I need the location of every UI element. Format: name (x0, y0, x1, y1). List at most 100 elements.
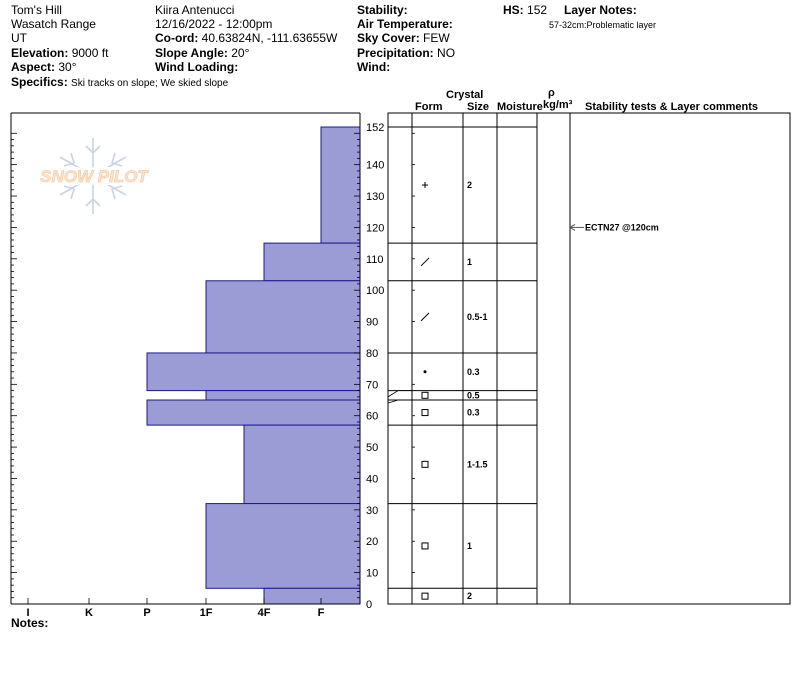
y-tick-label: 140 (366, 160, 384, 172)
coord-value: 40.63824N, -111.63655W (201, 31, 338, 45)
layer-connector (387, 399, 412, 404)
aspect-value: 30° (58, 60, 77, 74)
wind-loading-label: Wind Loading: (155, 60, 239, 74)
hardness-bar-0 (320, 126, 361, 244)
dot-icon-circle (423, 370, 427, 374)
size-header: Size (467, 101, 490, 113)
layer-size-label: 2 (467, 180, 472, 190)
layer-connector (387, 390, 412, 398)
wind-label: Wind: (357, 60, 391, 74)
air-temp-row: Air Temperature: (357, 17, 453, 31)
y-tick-label: 130 (366, 191, 384, 203)
y-tick-label: 0 (366, 599, 372, 611)
slash-icon-line (420, 257, 430, 267)
stability-tests: ECTN27 @120cm (569, 222, 659, 232)
square-icon (421, 542, 429, 550)
square-icon-rect (421, 391, 429, 399)
stability-label: Stability: (357, 3, 408, 17)
elevation-value: 9000 ft (71, 46, 109, 60)
aspect-label: Aspect: (11, 60, 56, 74)
snowpilot-logo: SNOW PILOT (33, 138, 154, 214)
layer-table: 2 1 0.5-1 0.3 0.5 0.3 1-1.5 1 2 (387, 112, 791, 605)
square-icon (421, 592, 429, 600)
hardness-bar-1 (263, 242, 361, 282)
table-border (387, 112, 791, 605)
layer-size-label: 0.3 (467, 408, 480, 418)
hardness-bar-2 (205, 280, 361, 354)
y-tick-label: 30 (366, 505, 378, 517)
hardness-bar-6 (243, 424, 361, 505)
coord-label: Co-ord: (155, 31, 199, 45)
depth-axis: 0 10 20 30 40 50 60 70 80 90 100 110 120 130 140 152 (11, 122, 384, 611)
density-unit-header: kg/m³ (543, 99, 573, 111)
slash-icon (420, 257, 430, 267)
square-icon (421, 391, 429, 399)
logo-text: SNOW PILOT (40, 167, 149, 186)
elevation-row: Elevation: 9000 ft (11, 46, 108, 60)
x-tick-label: 4F (258, 607, 271, 619)
notes-label: Notes: (11, 616, 49, 630)
x-tick-label: I (26, 607, 29, 619)
hardness-axis: I K P 1F 4F F (26, 598, 325, 619)
y-tick-label: 60 (366, 411, 378, 423)
rho-header: ρ (548, 87, 555, 99)
slope-label: Slope Angle: (155, 46, 228, 60)
x-tick-label: K (85, 607, 93, 619)
coord-row: Co-ord: 40.63824N, -111.63655W (155, 31, 337, 45)
state: UT (11, 31, 27, 45)
layer-size-label: 0.5 (467, 390, 480, 400)
y-tick-label: 70 (366, 379, 378, 391)
observer-name: Kiira Antenucci (155, 3, 235, 17)
sky-cover-value: FEW (423, 31, 450, 45)
slash-icon (420, 312, 430, 322)
slash-icon-line (420, 312, 430, 322)
y-tick-label: 10 (366, 568, 378, 580)
form-header: Form (415, 101, 443, 113)
square-icon (421, 460, 429, 468)
hardness-bar-3 (146, 352, 361, 392)
aspect-row: Aspect: 30° (11, 60, 77, 74)
precipitation-value: NO (437, 46, 456, 60)
square-icon-rect (421, 542, 429, 550)
observation-datetime: 12/16/2022 - 12:00pm (155, 17, 273, 31)
specifics-label: Specifics: (11, 75, 68, 89)
stability-test-label: ECTN27 @120cm (585, 222, 659, 232)
y-tick-label: 40 (366, 473, 378, 485)
snowflake-icon (59, 138, 127, 214)
y-tick-label: 100 (366, 285, 384, 297)
hs-label: HS: (503, 3, 524, 17)
hardness-bar-5 (146, 399, 361, 426)
layer-size-label: 2 (467, 591, 472, 601)
location-name: Tom's Hill (11, 3, 62, 17)
elevation-label: Elevation: (11, 46, 69, 60)
specifics-row: Specifics: Ski tracks on slope; We skied… (11, 75, 228, 91)
hardness-bar-7 (205, 503, 361, 589)
stability-tests-header: Stability tests & Layer comments (585, 101, 759, 113)
square-icon (421, 409, 429, 417)
wind-loading-row: Wind Loading: (155, 60, 238, 74)
crystal-header: Crystal (446, 89, 484, 101)
precipitation-label: Precipitation: (357, 46, 434, 60)
layer-size-label: 1 (467, 257, 472, 267)
layer-notes-label: Layer Notes: (564, 3, 637, 17)
layer-note: 57-32cm:Problematic layer (549, 20, 657, 30)
square-icon-rect (421, 460, 429, 468)
layer-size-label: 1-1.5 (467, 459, 488, 469)
dot-icon (423, 370, 427, 374)
x-tick-label: F (318, 607, 325, 619)
y-tick-label: 120 (366, 222, 384, 234)
plus-icon (422, 182, 428, 189)
moisture-header: Moisture (497, 101, 543, 113)
hs-value: 152 (527, 3, 548, 17)
layer-size-label: 0.5-1 (467, 312, 488, 322)
arrow-left-icon (569, 223, 576, 231)
sky-cover-row: Sky Cover: FEW (357, 31, 450, 45)
square-icon-rect (421, 409, 429, 417)
stability-row: Stability: (357, 3, 408, 17)
hardness-bars (146, 126, 361, 605)
hardness-bar-8 (263, 587, 361, 605)
layer-size-label: 1 (467, 541, 472, 551)
y-tick-label: 20 (366, 536, 378, 548)
slope-row: Slope Angle: 20° (155, 46, 249, 60)
